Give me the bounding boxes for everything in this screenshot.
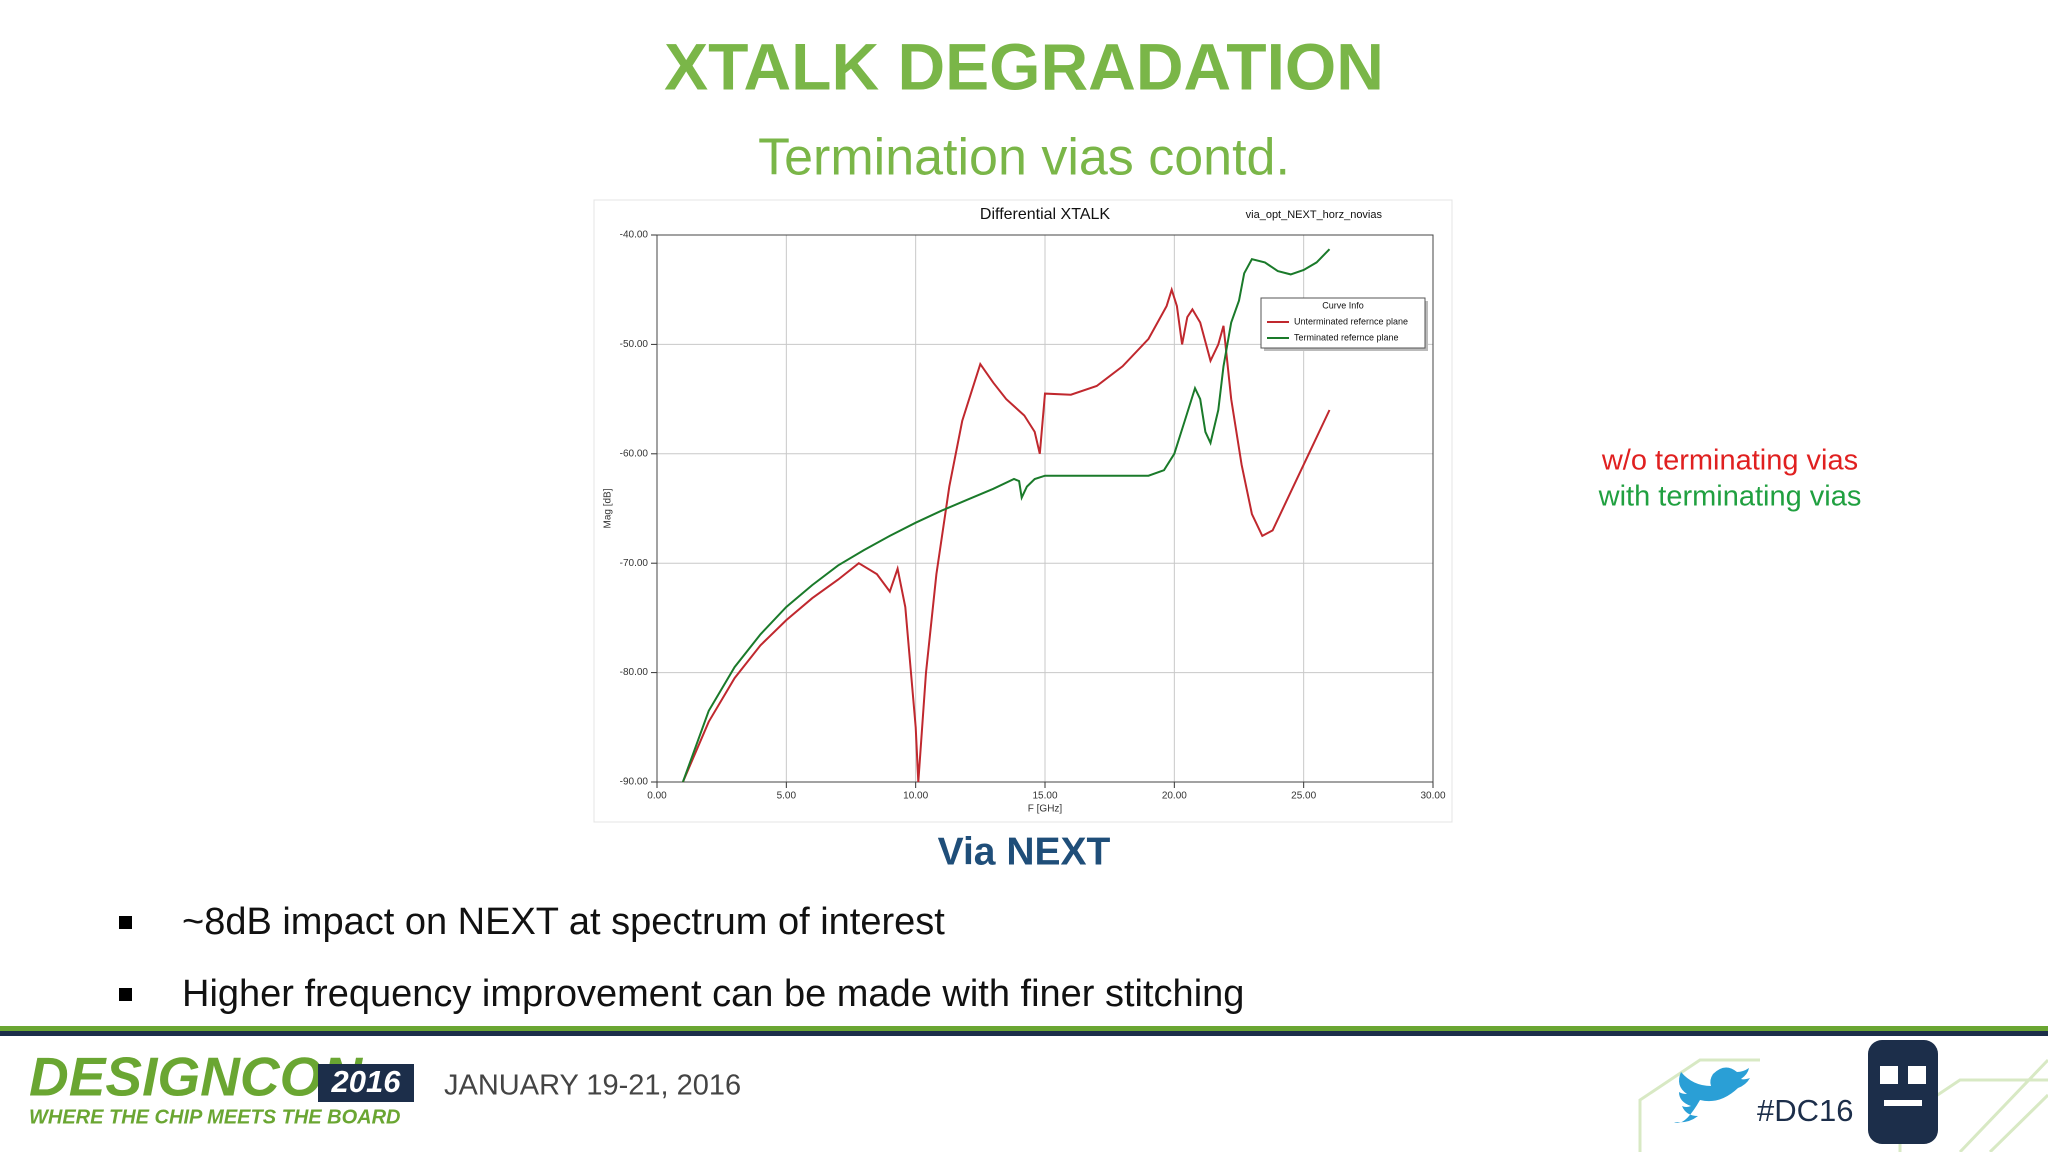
x-tick-label: 10.00 [903,791,928,802]
y-tick-label: -70.00 [620,558,649,569]
bullet-marker [119,916,132,929]
slide-title: XTALK DEGRADATION [664,29,1384,103]
chart-subtitle: via_opt_NEXT_horz_novias [1246,209,1383,221]
chart-title: Differential XTALK [980,206,1110,223]
y-axis-label: Mag [dB] [603,488,614,528]
legend-label: Unterminated refernce plane [1294,316,1408,326]
tagline: WHERE THE CHIP MEETS THE BOARD [29,1106,401,1128]
legend-label: Terminated refernce plane [1294,332,1399,342]
y-tick-label: -80.00 [620,667,649,678]
logo-year-box [318,1064,414,1102]
logo-year: 2016 [331,1064,402,1099]
annotation: w/o terminating vias [1601,445,1858,477]
x-tick-label: 30.00 [1420,791,1445,802]
x-axis-label: F [GHz] [1028,804,1063,815]
logo: DESIGNCON [29,1046,363,1108]
y-tick-label: -60.00 [620,448,649,459]
x-tick-label: 15.00 [1032,791,1057,802]
caption: Via NEXT [938,830,1111,873]
plot-frame [656,234,1434,783]
hashtag: #DC16 [1757,1093,1854,1128]
twitter-icon [1674,1067,1750,1124]
legend-title: Curve Info [1322,300,1364,310]
chart: Differential XTALK via_opt_NEXT_horz_novi… [603,206,1446,814]
y-tick-label: -50.00 [620,339,649,350]
x-tick-label: 25.00 [1291,791,1316,802]
y-tick-label: -40.00 [620,230,649,241]
footer-rule [0,1031,2048,1036]
annotation: with terminating vias [1598,481,1862,513]
bullet: Higher frequency improvement can be made… [182,973,1244,1015]
y-tick-label: -90.00 [620,777,649,788]
x-tick-label: 5.00 [777,791,797,802]
robot-icon [1868,1040,1938,1144]
x-tick-label: 20.00 [1162,791,1187,802]
x-tick-label: 0.00 [647,791,667,802]
bullet-marker [119,988,132,1001]
series-line [681,286,1331,783]
series-line [681,248,1331,783]
chart-frame [593,199,1453,823]
event-date: JANUARY 19-21, 2016 [444,1070,741,1102]
footer-rule [0,1026,2048,1031]
bullet: ~8dB impact on NEXT at spectrum of inter… [182,901,945,943]
slide-subtitle: Termination vias contd. [758,129,1290,187]
